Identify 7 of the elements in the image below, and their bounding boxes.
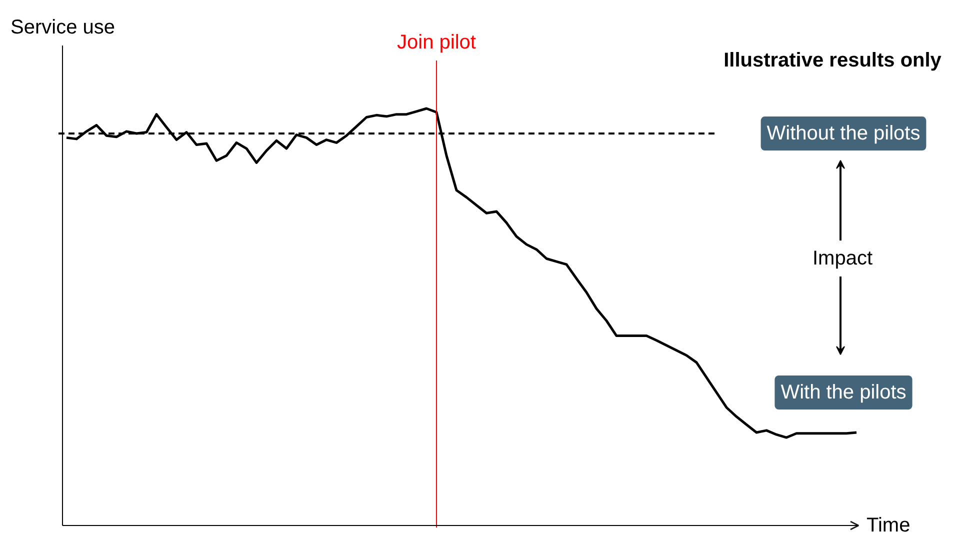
x-axis-title: Time <box>866 514 910 533</box>
series-label: With the pilots <box>780 382 906 404</box>
ref-line-label: Without the pilots <box>766 122 920 145</box>
text: Illustrative results only <box>724 50 942 72</box>
text: Join pilot <box>397 32 476 54</box>
y-axis-title: Service use <box>10 16 115 38</box>
annotation: Impact <box>812 248 873 270</box>
